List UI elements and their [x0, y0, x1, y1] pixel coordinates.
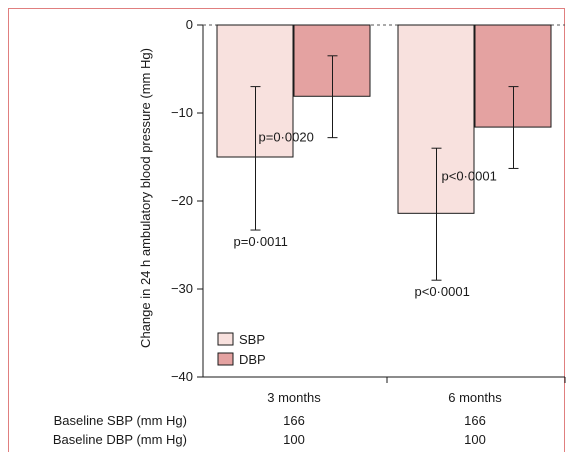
p-value-label: p=0·0020 [259, 130, 314, 145]
figure-frame [8, 8, 565, 452]
baseline-row-value: 166 [464, 413, 486, 428]
legend-label: DBP [239, 352, 266, 367]
p-value-label: p=0·0011 [234, 234, 288, 249]
baseline-row-value: 100 [464, 432, 486, 447]
x-category-label: 3 months [267, 390, 321, 405]
y-tick-label: −10 [171, 105, 193, 120]
x-category-label: 6 months [448, 390, 502, 405]
legend: SBP DBP [217, 332, 266, 367]
p-value-label: p<0·0001 [442, 168, 497, 183]
legend-swatch-dbp [217, 352, 234, 366]
axes: 0 −10 −20 −30 −40 3 months 6 months [171, 17, 566, 405]
y-axis-label: Change in 24 h ambulatory blood pressure… [138, 48, 153, 348]
baseline-row-label: Baseline DBP (mm Hg) [53, 432, 187, 447]
y-tick-label: −30 [171, 281, 193, 296]
baseline-row-value: 166 [283, 413, 305, 428]
p-value-labels: p=0·0011 p<0·0001 p=0·0020 p<0·0001 [234, 130, 497, 300]
legend-swatch-sbp [217, 332, 234, 346]
error-bars [250, 55, 519, 281]
y-tick-label: −40 [171, 369, 193, 384]
legend-label: SBP [239, 332, 265, 347]
baseline-table: Baseline SBP (mm Hg) 166 166 Baseline DBP (… [53, 413, 486, 447]
y-tick-label: 0 [186, 17, 193, 32]
bars [216, 24, 552, 214]
baseline-row-label: Baseline SBP (mm Hg) [54, 413, 187, 428]
y-tick-label: −20 [171, 193, 193, 208]
p-value-label: p<0·0001 [415, 284, 470, 299]
baseline-row-value: 100 [283, 432, 305, 447]
